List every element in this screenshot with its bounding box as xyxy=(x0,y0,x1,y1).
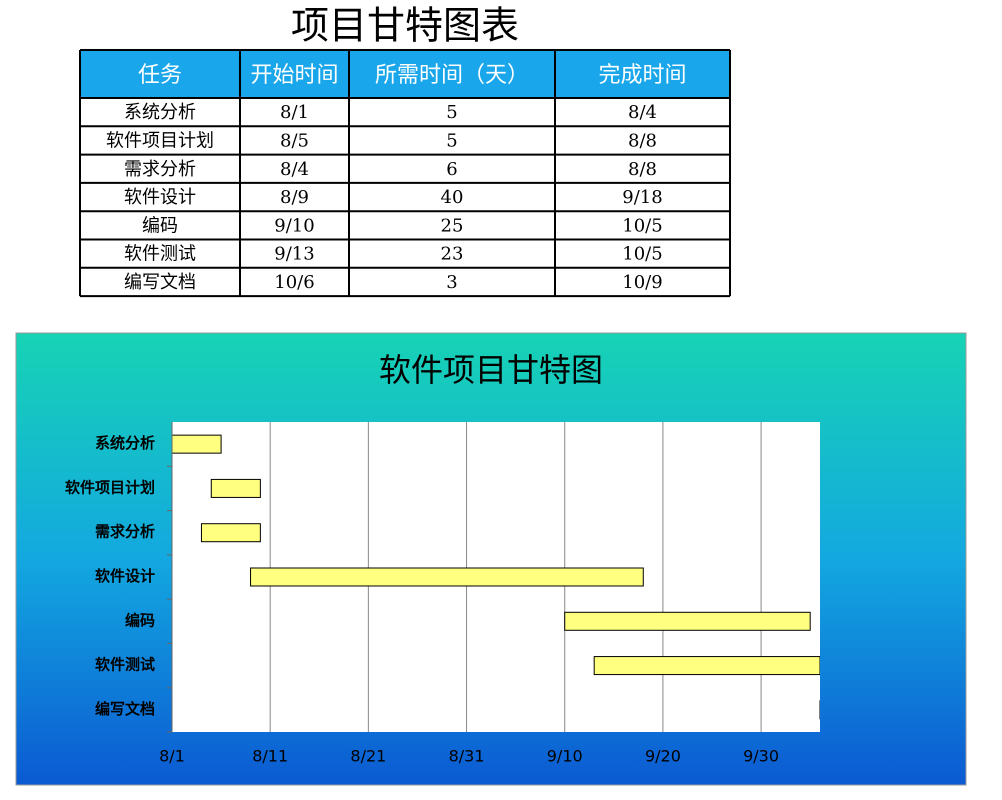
table-cell: 25 xyxy=(441,215,464,236)
x-tick-label: 9/20 xyxy=(645,747,681,766)
table-cell: 软件项目计划 xyxy=(106,130,214,151)
table-cell: 8/1 xyxy=(280,102,309,123)
table-cell: 3 xyxy=(446,272,457,293)
y-tick-label: 需求分析 xyxy=(95,523,155,541)
table-cell: 9/18 xyxy=(622,187,662,208)
bar xyxy=(210,478,261,498)
chart-title: 软件项目甘特图 xyxy=(379,351,603,389)
table-cell: 8/5 xyxy=(280,130,309,151)
table-header: 完成时间 xyxy=(598,63,686,88)
table-cell: 9/10 xyxy=(274,215,314,236)
table-cell: 5 xyxy=(446,130,457,151)
page-title: 项目甘特图表 xyxy=(291,4,519,48)
table-header: 任务 xyxy=(138,63,182,88)
table-cell: 软件测试 xyxy=(124,244,196,265)
x-tick-label: 9/30 xyxy=(743,747,779,766)
table-cell: 40 xyxy=(441,187,464,208)
y-tick-label: 软件设计 xyxy=(95,567,155,585)
bar xyxy=(172,434,222,454)
table-cell: 8/4 xyxy=(628,102,657,123)
table-header: 开始时间 xyxy=(250,63,338,88)
table-header: 所需时间（天） xyxy=(375,63,529,88)
x-tick-label: 8/21 xyxy=(350,747,386,766)
bar xyxy=(250,567,644,587)
x-tick-label: 8/31 xyxy=(449,747,485,766)
x-tick-label: 9/10 xyxy=(547,747,583,766)
table-cell: 10/5 xyxy=(622,215,662,236)
table-cell: 需求分析 xyxy=(124,159,196,180)
y-tick-label: 软件测试 xyxy=(95,656,155,674)
bar xyxy=(200,523,261,543)
table-cell: 10/6 xyxy=(274,272,314,293)
table-cell: 23 xyxy=(441,244,464,265)
x-tick-label: 8/1 xyxy=(159,747,185,766)
bars xyxy=(172,434,820,720)
table-cell: 5 xyxy=(446,102,457,123)
table-cell: 编码 xyxy=(142,215,178,236)
table-header-bg xyxy=(80,50,730,98)
y-tick-label: 软件项目计划 xyxy=(65,478,155,496)
x-tick-label: 8/11 xyxy=(252,747,288,766)
table-cell: 10/5 xyxy=(622,244,662,265)
table-cell: 软件设计 xyxy=(124,187,196,208)
y-tick-label: 编码 xyxy=(125,611,155,629)
bar xyxy=(564,611,811,631)
table-cell: 8/8 xyxy=(628,159,657,180)
table-cell: 6 xyxy=(446,159,457,180)
y-tick-label: 系统分析 xyxy=(95,434,155,452)
table-cell: 10/9 xyxy=(622,272,662,293)
bar xyxy=(593,656,820,676)
table-cell: 9/13 xyxy=(274,244,314,265)
y-tick-label: 编写文档 xyxy=(95,700,155,718)
table-cell: 8/9 xyxy=(280,187,309,208)
table-cell: 8/4 xyxy=(280,159,309,180)
table-cell: 编写文档 xyxy=(124,272,196,293)
table-cell: 系统分析 xyxy=(124,102,196,123)
table-cell: 8/8 xyxy=(628,130,657,151)
